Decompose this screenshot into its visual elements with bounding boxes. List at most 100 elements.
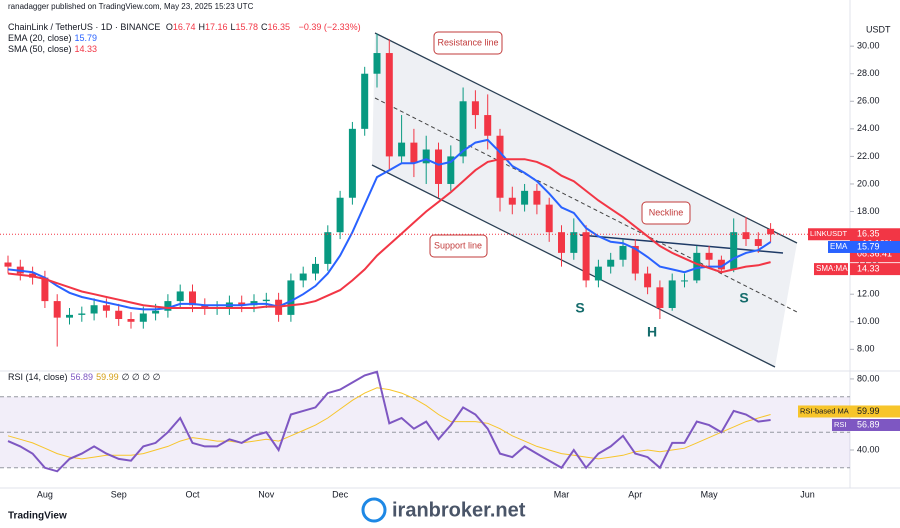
ohlc-value: 17.16	[204, 22, 228, 32]
series-tag-text: RSI-based MA	[800, 406, 849, 415]
ema-legend: EMA (20, close) 15.79	[8, 33, 100, 43]
ohlc-label: H	[198, 22, 205, 32]
legend-name: EMA (20, close)	[8, 33, 72, 43]
candle-body	[459, 101, 467, 157]
candle-body	[435, 149, 442, 184]
candle-body	[262, 299, 270, 302]
y-tick-label: 20.00	[857, 178, 880, 188]
candle-body	[471, 101, 479, 116]
candle-body	[558, 232, 565, 253]
annotation-text: Resistance line	[437, 37, 498, 47]
series-value-tag	[850, 263, 900, 276]
candle-body	[102, 305, 110, 311]
pattern-label: S	[739, 290, 748, 306]
candle-body	[164, 301, 172, 311]
legend-tail: ∅ ∅ ∅ ∅	[121, 372, 161, 382]
neckline	[579, 234, 784, 254]
price-tag-value: 16.35	[857, 229, 880, 239]
candle-body	[115, 310, 123, 320]
pattern-label: H	[647, 324, 657, 340]
y-tick-label: 8.00	[857, 344, 875, 354]
channel-fill	[372, 33, 797, 367]
watermark-icon	[361, 497, 387, 523]
candle-body	[484, 115, 492, 136]
candle-body	[631, 245, 639, 274]
y-tick-label: 22.00	[857, 151, 880, 161]
ohlc-legend: O16.74 H17.16 L15.78 C16.35	[166, 22, 293, 32]
candle-body	[447, 156, 455, 184]
candle-body	[189, 291, 196, 306]
candle-body	[41, 277, 49, 302]
y-tick-label: 80.00	[857, 373, 880, 383]
x-tick-label: Dec	[332, 489, 349, 499]
x-tick-label: Jun	[800, 489, 815, 499]
candle-body	[533, 190, 541, 205]
channel-midline	[374, 97, 798, 313]
ohlc-label: O	[165, 22, 173, 32]
symbol-legend: ChainLink / TetherUS · 1D · BINANCE O16.…	[8, 22, 364, 32]
candle-body	[730, 232, 738, 270]
series-value-tag	[850, 405, 900, 418]
x-tick-label: Nov	[258, 489, 275, 499]
ohlc-value: 16.74	[172, 22, 196, 32]
candle-body	[139, 313, 147, 322]
candle-body	[422, 149, 430, 164]
sma-legend: SMA (50, close) 14.33	[8, 44, 100, 54]
legend-value: 59.99	[96, 372, 119, 382]
candle-body	[717, 259, 725, 270]
pattern-label: S	[575, 300, 584, 316]
rsi-title: RSI (14, close)	[8, 372, 68, 382]
x-tick-label: Aug	[37, 489, 53, 499]
ohlc-label: C	[261, 22, 268, 32]
series-value-tag	[850, 240, 900, 253]
legend-value: 15.79	[74, 33, 98, 43]
legend-value: 14.33	[74, 44, 98, 54]
rsi-legend: RSI (14, close) 56.89 59.99 ∅ ∅ ∅ ∅	[8, 372, 163, 383]
x-tick-label: May	[701, 489, 719, 499]
y-tick-label: 10.00	[857, 316, 880, 326]
series-tag-text: RSI	[834, 420, 847, 429]
candle-body	[299, 273, 307, 281]
candle-body	[398, 142, 406, 157]
resistance-line	[374, 32, 798, 244]
series-value: 15.79	[857, 241, 880, 251]
candle-body	[644, 273, 652, 288]
brand: TradingView	[8, 511, 67, 522]
ohlc-value: 16.35	[267, 22, 291, 32]
candle-body	[693, 252, 701, 281]
y-tick-label: 30.00	[857, 41, 880, 51]
candle-body	[742, 232, 750, 240]
candle-body	[754, 239, 762, 246]
series-tag-text: EMA	[830, 242, 848, 251]
candle-body	[373, 53, 381, 74]
watermark: iranbroker.net	[392, 499, 526, 521]
candle-body	[238, 302, 246, 306]
price-tag-countdown: 08:36:41	[857, 249, 892, 259]
ohlc-value: 15.78	[235, 22, 259, 32]
y-tick-label: 40.00	[857, 444, 880, 454]
candle-body	[312, 263, 319, 274]
annotation: Neckline	[641, 201, 691, 225]
support-line	[371, 164, 776, 368]
annotation: Support line	[429, 234, 488, 258]
candle-body	[361, 73, 369, 129]
symbol-tag	[808, 228, 850, 241]
axis-unit: USDT	[866, 24, 891, 34]
candle-body	[348, 128, 356, 198]
candle-body	[496, 135, 504, 198]
symbol-tag-text: LINKUSDT	[810, 229, 848, 238]
series-tag	[814, 263, 848, 276]
series-value: 59.99	[857, 406, 880, 416]
candle-body	[656, 287, 664, 308]
rsi-line	[7, 370, 771, 473]
x-tick-label: Mar	[554, 489, 570, 499]
candle-body	[594, 266, 602, 281]
x-tick-label: Apr	[628, 489, 642, 499]
y-tick-label: 12.00	[857, 289, 880, 299]
candle-body	[287, 280, 295, 315]
series-tag	[798, 405, 850, 418]
candle-body	[410, 142, 418, 164]
y-tick-label: 28.00	[857, 68, 880, 78]
